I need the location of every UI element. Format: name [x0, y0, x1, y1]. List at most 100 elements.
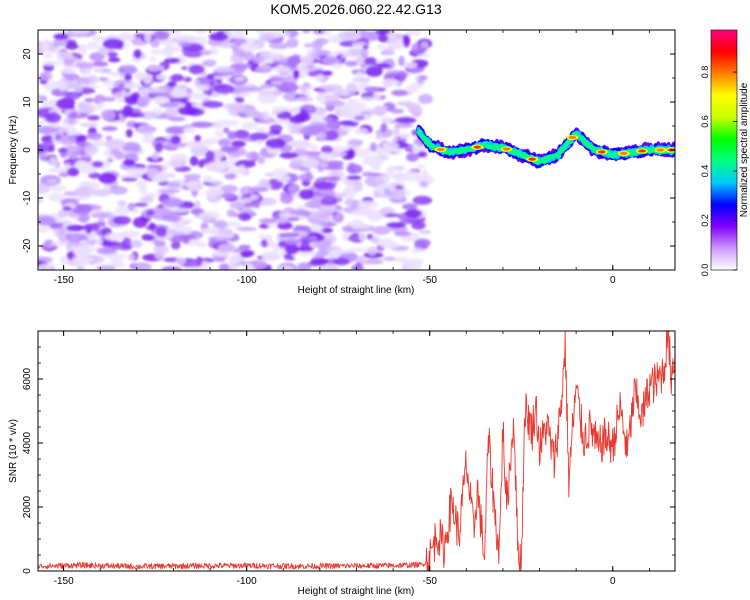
heatmap-noise-cell: [143, 136, 150, 142]
heatmap-noise-cell: [293, 69, 300, 76]
heatmap-noise-cell: [104, 232, 126, 242]
snr-plot-area: [38, 331, 675, 571]
heatmap-noise-cell: [117, 200, 127, 207]
heatmap-noise-cell: [418, 229, 432, 235]
heatmap-noise-cell: [320, 145, 334, 154]
heatmap-noise-cell: [314, 49, 332, 56]
heatmap-noise-cell: [279, 152, 299, 159]
heatmap-noise-cell: [38, 216, 56, 226]
heatmap-noise-cell: [322, 57, 343, 64]
heatmap-noise-cell: [186, 88, 193, 94]
heatmap-noise-cell: [177, 106, 200, 115]
heatmap-noise-cell: [362, 209, 380, 217]
heatmap-noise-cell: [122, 105, 133, 116]
heatmap-noise-cell: [237, 164, 246, 175]
heatmap-noise-cell: [212, 256, 226, 262]
heatmap-noise-cell: [278, 264, 295, 270]
heatmap-noise-cell: [353, 115, 365, 121]
heatmap-noise-cell: [96, 66, 103, 74]
heatmap-noise-cell: [277, 221, 293, 230]
heatmap-noise-cell: [252, 55, 265, 64]
heatmap-hotspot-core: [473, 145, 482, 149]
heatmap-noise-cell: [223, 127, 230, 134]
heatmap-noise-cell: [326, 221, 334, 227]
heatmap-noise-cell: [170, 91, 188, 98]
heatmap-noise-cell: [317, 166, 324, 172]
heatmap-noise-cell: [194, 30, 208, 34]
heatmap-noise-cell: [133, 71, 147, 81]
heatmap-noise-cell: [416, 46, 428, 53]
heatmap-noise-cell: [362, 44, 369, 50]
heatmap-noise-cell: [228, 264, 239, 270]
heatmap-noise-cell: [38, 226, 51, 233]
heatmap-noise-cell: [244, 111, 266, 119]
heatmap-noise-cell: [75, 62, 96, 69]
heatmap-noise-cell: [53, 227, 72, 238]
heatmap-noise-cell: [321, 176, 342, 182]
heatmap-noise-cell: [109, 185, 128, 195]
heatmap-noise-cell: [66, 130, 83, 136]
heatmap-noise-cell: [218, 43, 238, 48]
heatmap-x-tick-label: -50: [422, 275, 437, 286]
heatmap-noise-cell: [277, 212, 294, 218]
heatmap-noise-cell: [49, 185, 67, 192]
heatmap-noise-cell: [141, 233, 155, 241]
heatmap-noise-cell: [217, 138, 232, 147]
heatmap-noise-cell: [171, 207, 190, 213]
heatmap-noise-cell: [402, 203, 418, 211]
heatmap-noise-cell: [286, 38, 299, 49]
heatmap-noise-cell: [66, 243, 72, 251]
colorbar-tick-label: 0.0: [700, 264, 710, 277]
heatmap-noise-cell: [314, 216, 333, 221]
heatmap-noise-cell: [151, 152, 160, 160]
heatmap-noise-cell: [124, 237, 132, 245]
heatmap-noise-cell: [404, 30, 422, 36]
heatmap-noise-cell: [82, 223, 100, 232]
heatmap-noise-cell: [363, 258, 384, 265]
heatmap-noise-cell: [156, 73, 167, 81]
heatmap-noise-cell: [417, 53, 430, 58]
heatmap-noise-cell: [120, 230, 141, 238]
heatmap-noise-cell: [209, 81, 216, 86]
heatmap-noise-cell: [43, 239, 55, 249]
heatmap-noise-cell: [165, 231, 187, 236]
heatmap-noise-cell: [393, 125, 400, 136]
heatmap-noise-cell: [164, 107, 179, 117]
heatmap-noise-cell: [241, 121, 259, 130]
snr-y-axis: 0 2000 4000 6000: [22, 330, 675, 574]
heatmap-noise-cell: [399, 132, 411, 139]
heatmap-noise-cell: [183, 173, 202, 180]
heatmap-noise-cell: [355, 70, 364, 81]
heatmap-noise-cell: [58, 125, 77, 133]
heatmap-noise-cell: [63, 145, 82, 154]
heatmap-noise-cell: [200, 227, 221, 234]
heatmap-noise-cell: [97, 247, 117, 255]
heatmap-noise-cell: [223, 103, 246, 111]
heatmap-noise-cell: [318, 84, 336, 90]
heatmap-noise-cell: [300, 84, 307, 94]
heatmap-y-tick-label: -20: [22, 238, 33, 253]
heatmap-noise-cell: [160, 50, 174, 56]
heatmap-noise-cell: [405, 84, 418, 94]
heatmap-noise-cell: [324, 160, 344, 167]
snr-y-tick-label: 0: [22, 568, 33, 574]
heatmap-noise-cell: [92, 61, 109, 67]
heatmap-noise-cell: [370, 236, 381, 244]
snr-y-tick-label: 6000: [22, 367, 33, 390]
heatmap-noise-cell: [84, 66, 92, 75]
heatmap-noise-cell: [380, 116, 393, 124]
heatmap-noise-cell: [148, 87, 167, 94]
snr-panel: -150 -100 -50 0 0 2000 4000 6000 Height of str…: [8, 330, 676, 597]
heatmap-noise-cell: [376, 44, 386, 50]
heatmap-noise-cell: [100, 109, 116, 120]
heatmap-y-axis: -20 -10 0 10 20: [22, 29, 675, 271]
heatmap-noise-cell: [227, 131, 238, 140]
heatmap-noise-cell: [59, 68, 77, 74]
heatmap-noise-cell: [214, 66, 235, 74]
heatmap-noise-cell: [65, 232, 87, 242]
heatmap-noise-cell: [259, 179, 271, 188]
heatmap-noise-cell: [146, 209, 155, 216]
heatmap-noise-cell: [317, 93, 326, 105]
